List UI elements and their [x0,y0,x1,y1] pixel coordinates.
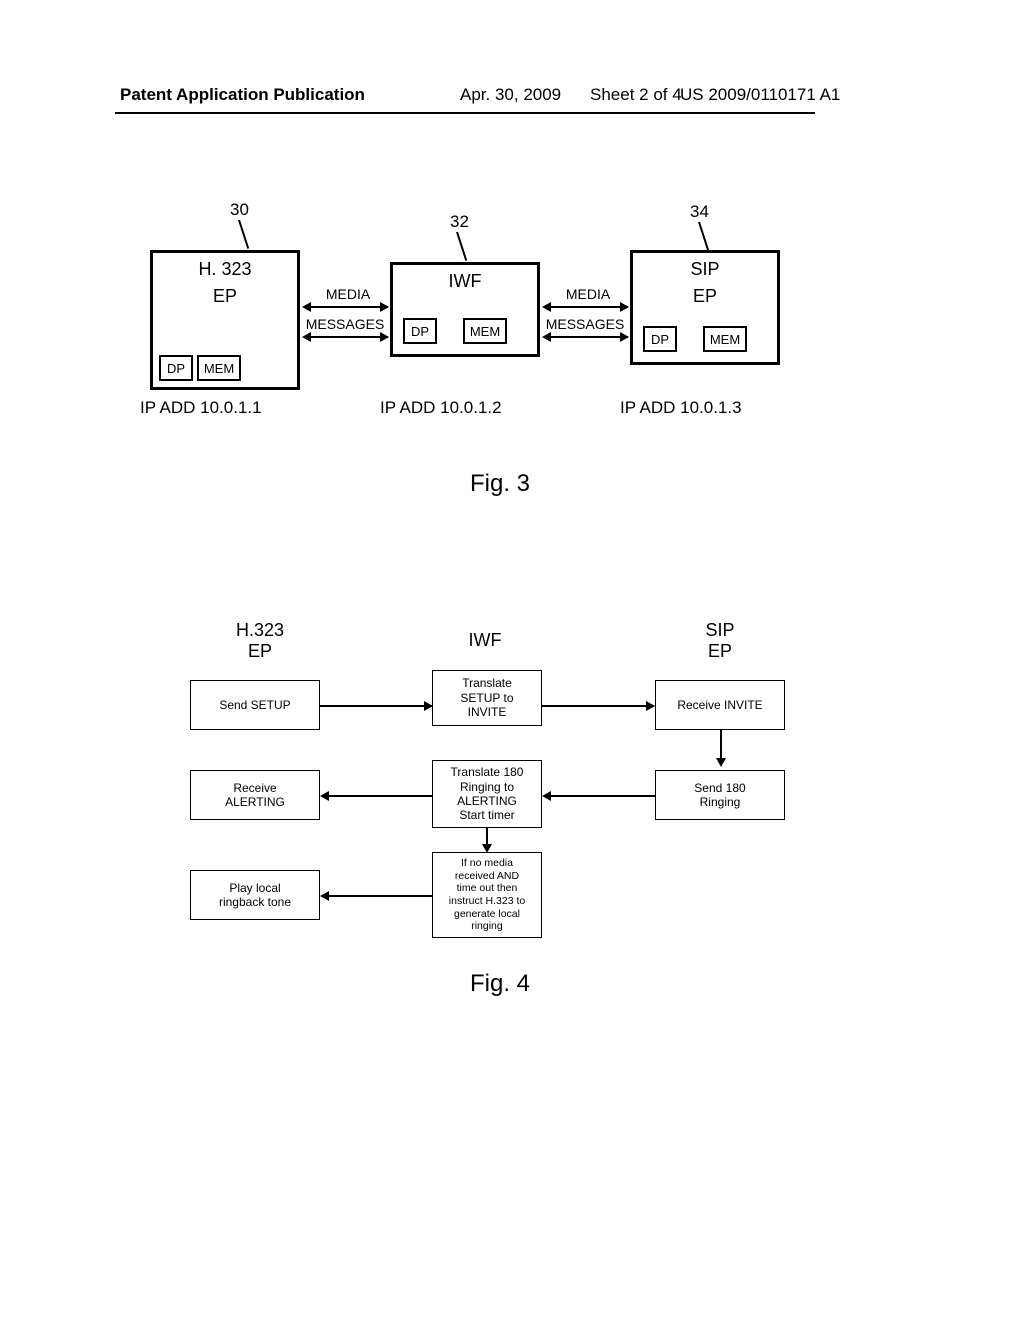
node-sip-title2: EP [633,286,777,307]
col-sip: SIP EP [670,620,770,662]
ref-label-32: 32 [450,212,469,232]
arrow-right-icon [424,701,433,711]
arrow-line [320,705,432,707]
col-h323-l1: H.323 [236,620,284,640]
leader-line-34 [698,222,709,251]
node-sip-title1: SIP [633,259,777,280]
fig3-caption: Fig. 3 [470,470,530,498]
link1-messages: MESSAGES [300,316,390,332]
leader-line-30 [238,220,249,249]
fig3-diagram: 30 32 34 H. 323 EP DP MEM IP ADD 10.0.1.… [150,220,850,540]
fig4-diagram: H.323 EP IWF SIP EP Send SETUP Translate… [170,620,830,1090]
arrow-line [550,336,628,338]
box-send-setup: Send SETUP [190,680,320,730]
col-h323-l2: EP [248,641,272,661]
node-h323-title2: EP [153,286,297,307]
box-translate-setup: Translate SETUP to INVITE [432,670,542,726]
box-if-no-media: If no media received AND time out then i… [432,852,542,938]
node-h323: H. 323 EP DP MEM [150,250,300,390]
arrow-down-icon [716,758,726,767]
arrow-right-icon [380,332,389,342]
col-iwf: IWF [445,630,525,651]
node-iwf-mem: MEM [463,318,507,344]
arrow-line [328,895,432,897]
arrow-line [542,705,654,707]
box-receive-invite: Receive INVITE [655,680,785,730]
node-sip: SIP EP DP MEM [630,250,780,365]
leader-line-32 [456,232,467,261]
header-left: Patent Application Publication [120,85,365,105]
ip-h323: IP ADD 10.0.1.1 [140,398,262,418]
arrow-right-icon [380,302,389,312]
box-play-ringback: Play local ringback tone [190,870,320,920]
arrow-right-icon [646,701,655,711]
arrow-left-icon [320,791,329,801]
arrow-line [550,306,628,308]
node-iwf-dp: DP [403,318,437,344]
arrow-left-icon [320,891,329,901]
box-translate-180: Translate 180 Ringing to ALERTING Start … [432,760,542,828]
arrow-line [328,795,432,797]
node-sip-dp: DP [643,326,677,352]
node-iwf: IWF DP MEM [390,262,540,357]
arrow-right-icon [620,302,629,312]
page: Patent Application Publication Apr. 30, … [0,0,1024,1320]
col-sip-l2: EP [708,641,732,661]
col-h323: H.323 EP [210,620,310,662]
link2-media: MEDIA [548,286,628,302]
node-h323-mem: MEM [197,355,241,381]
box-receive-alerting: Receive ALERTING [190,770,320,820]
header-right: US 2009/0110171 A1 [680,85,840,105]
node-h323-title1: H. 323 [153,259,297,280]
ip-iwf: IP ADD 10.0.1.2 [380,398,502,418]
fig4-caption: Fig. 4 [470,970,530,998]
link1-media: MEDIA [308,286,388,302]
arrow-left-icon [542,791,551,801]
ip-sip: IP ADD 10.0.1.3 [620,398,742,418]
box-send-180: Send 180 Ringing [655,770,785,820]
header-rule [115,112,815,114]
node-iwf-title1: IWF [393,271,537,292]
ref-label-30: 30 [230,200,249,220]
node-h323-dp: DP [159,355,193,381]
arrow-line [720,730,722,760]
arrow-right-icon [620,332,629,342]
link2-messages: MESSAGES [540,316,630,332]
arrow-line [310,336,388,338]
arrow-line [310,306,388,308]
header-date: Apr. 30, 2009 [460,85,561,105]
header-sheet: Sheet 2 of 4 [590,85,682,105]
node-sip-mem: MEM [703,326,747,352]
col-sip-l1: SIP [705,620,734,640]
ref-label-34: 34 [690,202,709,222]
arrow-line [550,795,655,797]
